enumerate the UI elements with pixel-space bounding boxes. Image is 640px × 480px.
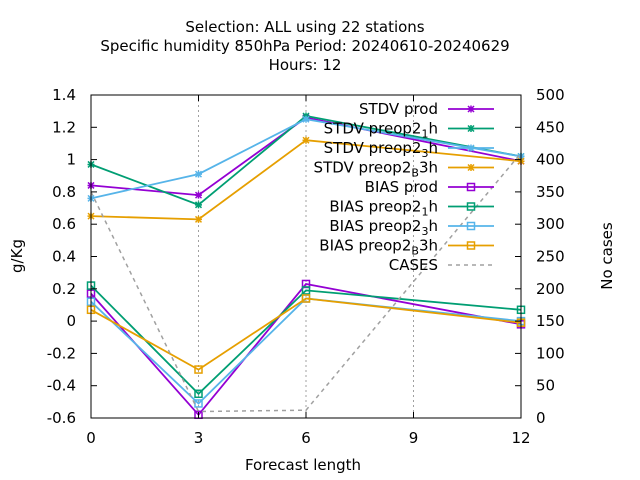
y2-tick-label: 0 [536, 409, 546, 427]
x-axis-label: Forecast length [245, 456, 361, 474]
y-tick-label: -0.4 [47, 377, 76, 395]
legend-marker [466, 241, 476, 250]
legend-label: STDV preop23h [324, 139, 438, 160]
series-8 [90, 152, 522, 413]
legend-marker [466, 221, 476, 231]
series-line [90, 139, 522, 221]
title-line-1: Selection: ALL using 22 stations [185, 18, 424, 36]
series-line [90, 152, 522, 413]
data-point [194, 215, 203, 223]
y2-axis-label: No cases [598, 222, 616, 290]
legend-label: CASES [389, 256, 438, 274]
y-tick-label: 1.4 [52, 86, 76, 104]
y-tick-label: 0.2 [52, 280, 76, 298]
legend-label: STDV preop21h [324, 120, 438, 141]
x-tick-label: 9 [409, 429, 419, 447]
legend-entry: BIAS preop23h [329, 217, 494, 238]
legend-marker [467, 124, 475, 133]
axes: 0 3 6 9 12 -0.6 -0.4 -0.2 0 0.2 0.4 0.6 0.8 1 1.2 1.4 0 5… [47, 86, 565, 447]
grid [198, 95, 414, 418]
title-line-3: Hours: 12 [269, 56, 342, 74]
legend-entry: STDV prod [359, 100, 494, 118]
legend-entry: STDV preop23h [324, 139, 494, 160]
legend-marker [466, 182, 476, 192]
legend-marker [467, 144, 475, 152]
y2-tick-label: 50 [536, 377, 555, 395]
y2-tick-label: 400 [536, 151, 565, 169]
y-tick-label: -0.6 [47, 409, 76, 427]
data-point [301, 286, 311, 295]
legend-label: BIAS preop21h [329, 198, 438, 219]
legend-label: BIAS preop23h [329, 217, 438, 238]
y2-tick-label: 150 [536, 312, 565, 330]
legend-entry: BIAS prod [365, 178, 494, 196]
data-point [194, 191, 203, 199]
y2-tick-label: 300 [536, 215, 565, 233]
y-tick-label: -0.2 [47, 344, 76, 362]
series-line [90, 283, 522, 417]
x-tick-label: 3 [194, 429, 204, 447]
legend-entry: STDV preop2B3h [314, 159, 494, 180]
data-point [194, 389, 203, 399]
y2-tick-label: 350 [536, 183, 565, 201]
y2-tick-label: 450 [536, 118, 565, 136]
y-tick-label: 0.4 [52, 248, 76, 266]
legend-entry: STDV preop21h [324, 120, 494, 141]
chart-title: Selection: ALL using 22 stations Specifi… [100, 18, 509, 74]
series-line [90, 118, 522, 200]
y-tick-label: 0 [66, 312, 76, 330]
series-line [90, 297, 522, 371]
data-point [302, 136, 310, 144]
x-tick-label: 0 [86, 429, 96, 447]
data-point [301, 294, 311, 303]
legend-marker [467, 163, 475, 172]
y-tick-label: 0.6 [52, 215, 76, 233]
legend-label: BIAS preop2B3h [319, 237, 438, 258]
legend-marker [467, 105, 475, 113]
series-line [90, 116, 522, 197]
legend-entry: BIAS preop21h [329, 198, 494, 219]
y2-tick-label: 250 [536, 248, 565, 266]
y2-tick-label: 200 [536, 280, 565, 298]
data-point [302, 115, 310, 123]
data-point [194, 365, 203, 374]
y-axis-label: g/Kg [8, 239, 26, 273]
legend-entry: BIAS preop2B3h [319, 237, 494, 258]
legend-label: STDV prod [359, 100, 438, 118]
series-3 [87, 136, 525, 223]
data-point [194, 170, 203, 178]
x-tick-label: 6 [301, 429, 311, 447]
legend-label: STDV preop2B3h [314, 159, 438, 180]
legend-label: BIAS prod [365, 178, 438, 196]
legend-entry: CASES [389, 256, 494, 274]
y2-tick-label: 100 [536, 344, 565, 362]
y2-tick-label: 500 [536, 86, 565, 104]
legend-marker [466, 202, 476, 211]
y-tick-label: 1 [66, 151, 76, 169]
series-line [90, 115, 522, 206]
y-tick-label: 0.8 [52, 183, 76, 201]
data-point [194, 201, 203, 209]
title-line-2: Specific humidity 850hPa Period: 2024061… [100, 37, 509, 55]
x-tick-label: 12 [511, 429, 530, 447]
y-tick-label: 1.2 [52, 118, 76, 136]
